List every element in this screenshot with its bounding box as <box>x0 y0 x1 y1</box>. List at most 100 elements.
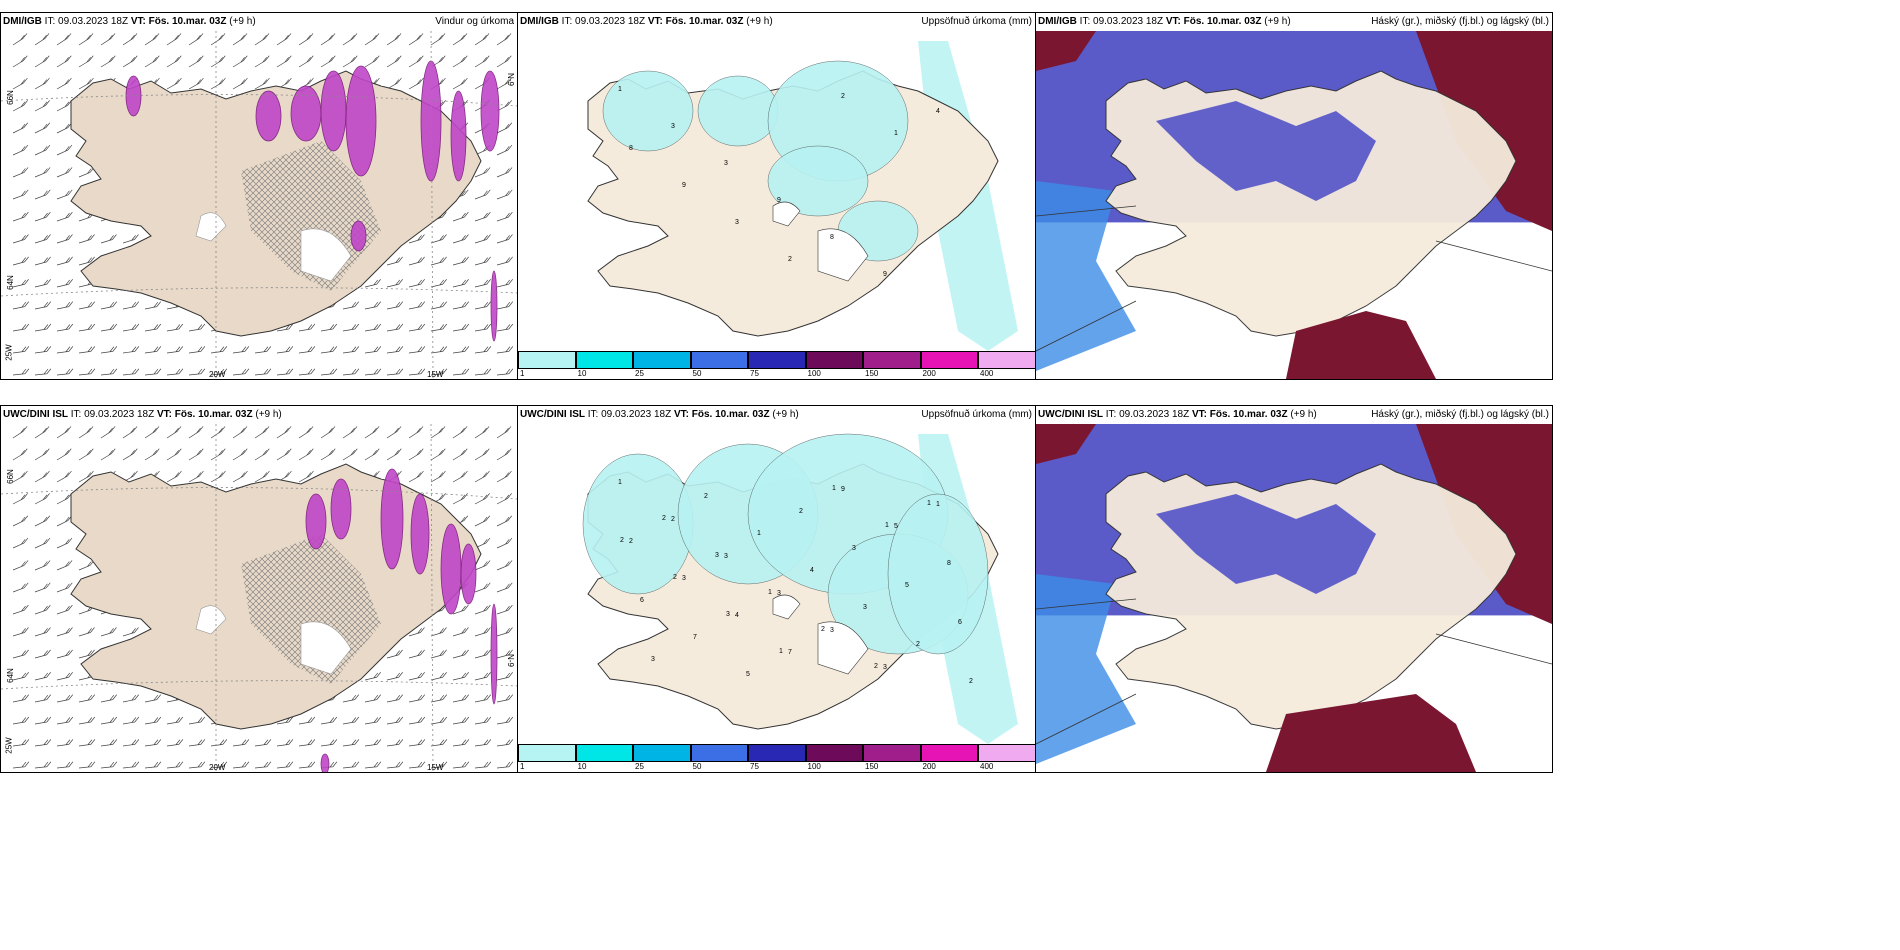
wind-barb <box>496 279 513 288</box>
wind-barb <box>298 761 316 769</box>
wind-barb <box>144 426 160 439</box>
precip-value-label: 2 <box>821 626 825 633</box>
wind-barb <box>166 346 184 354</box>
colorbar: 1 10 25 50 75 100 150 200 400 <box>518 742 1035 772</box>
high-cloud-area <box>1266 694 1476 772</box>
wind-barb <box>408 739 426 747</box>
lat-label-66n: 66N <box>5 90 15 105</box>
wind-barb <box>144 55 160 68</box>
wind-barb <box>166 368 184 376</box>
wind-barb <box>320 346 338 354</box>
wind-barb <box>452 604 469 615</box>
init-time: 09.03.2023 18Z <box>1093 16 1164 27</box>
wind-barb <box>408 426 424 439</box>
precip-streak <box>450 90 467 182</box>
precip-value-label: 3 <box>724 553 728 560</box>
precip-streak <box>330 478 352 540</box>
precip-streak <box>305 493 327 550</box>
precip-streak <box>345 65 377 177</box>
wind-barb <box>188 716 206 725</box>
wind-barb <box>232 55 248 68</box>
wind-barb <box>430 234 447 244</box>
wind-barb <box>408 301 426 310</box>
precip-value-label: 7 <box>693 634 697 641</box>
wind-barb <box>12 426 28 439</box>
graticule-line <box>1 94 517 107</box>
wind-barb <box>474 694 492 703</box>
wind-barb <box>496 55 512 68</box>
wind-barb <box>386 279 403 288</box>
wind-barb <box>56 448 72 461</box>
lat-label-66n: 66N <box>5 469 15 484</box>
precip-value-label: 2 <box>799 508 803 515</box>
graticule-line <box>1 287 517 297</box>
wind-barb <box>12 256 29 266</box>
wind-barb <box>276 739 294 747</box>
wind-barb <box>34 761 52 769</box>
wind-barb <box>34 55 50 68</box>
wind-barb <box>496 604 513 615</box>
wind-barb <box>452 627 469 637</box>
wind-barb <box>210 448 226 461</box>
graticule <box>1 31 517 379</box>
wind-barb <box>496 211 513 222</box>
colorbar-tick-label: 1 <box>520 762 525 771</box>
wind-barb <box>100 739 118 747</box>
wind-barb <box>56 33 72 46</box>
panel-wind-precip-dmi: DMI/IGB IT: 09.03.2023 18Z VT: Fös. 10.m… <box>0 12 518 380</box>
wind-barb <box>12 761 30 769</box>
wind-barb <box>364 368 382 376</box>
wind-barb <box>34 649 51 659</box>
wind-barb <box>452 470 468 483</box>
wind-barb <box>254 470 270 483</box>
graticule-line <box>430 424 434 772</box>
wind-barb <box>56 470 72 483</box>
wind-barb <box>276 33 292 46</box>
precip-value-label: 2 <box>671 516 675 523</box>
model-name: UWC/DINI ISL <box>1038 409 1103 420</box>
wind-barb <box>12 189 29 200</box>
wind-barb <box>496 515 513 527</box>
wind-barb <box>386 649 403 659</box>
precip-value-label: 3 <box>863 604 867 611</box>
wind-barb <box>122 33 138 46</box>
wind-barb <box>56 368 74 376</box>
precip-streak <box>420 60 442 182</box>
wind-barb <box>496 761 514 769</box>
lon-label-15w: 15W <box>427 370 444 379</box>
wind-barb <box>320 323 338 332</box>
precip-value-label: 8 <box>830 234 834 241</box>
colorbar-tick-label: 100 <box>807 762 821 771</box>
colorbar-tick-label: 10 <box>577 369 587 378</box>
wind-barb <box>12 739 30 747</box>
wind-barb <box>12 493 28 505</box>
init-time: 09.03.2023 18Z <box>575 16 646 27</box>
precip-value-label: 2 <box>620 537 624 544</box>
colorbar-tick-label: 200 <box>922 762 936 771</box>
wind-barb <box>12 55 28 68</box>
wind-barb <box>56 144 73 156</box>
wind-barb <box>386 761 404 769</box>
wind-barb <box>34 77 50 90</box>
wind-barb <box>408 256 425 266</box>
precip-streak <box>480 70 500 152</box>
wind-barb <box>188 448 204 461</box>
vt-label: VT: <box>156 409 172 420</box>
wind-barb <box>430 627 447 637</box>
precip-value-label: 1 <box>618 479 622 486</box>
wind-barb <box>430 301 448 310</box>
wind-barb <box>364 672 381 681</box>
wind-barb <box>34 211 51 222</box>
wind-barb <box>496 33 512 46</box>
wind-barb <box>166 448 182 461</box>
panel-clouds-dmi: DMI/IGB IT: 09.03.2023 18Z VT: Fös. 10.m… <box>1035 12 1553 380</box>
it-label: IT: <box>1079 16 1091 27</box>
precip-value-label: 2 <box>841 93 845 100</box>
precip-value-label: 9 <box>841 486 845 493</box>
wind-barb <box>386 301 404 310</box>
colorbar-tick-label: 75 <box>750 369 759 378</box>
wind-barb <box>430 279 447 288</box>
low-cloud-area <box>1036 181 1136 371</box>
it-label: IT: <box>44 16 56 27</box>
